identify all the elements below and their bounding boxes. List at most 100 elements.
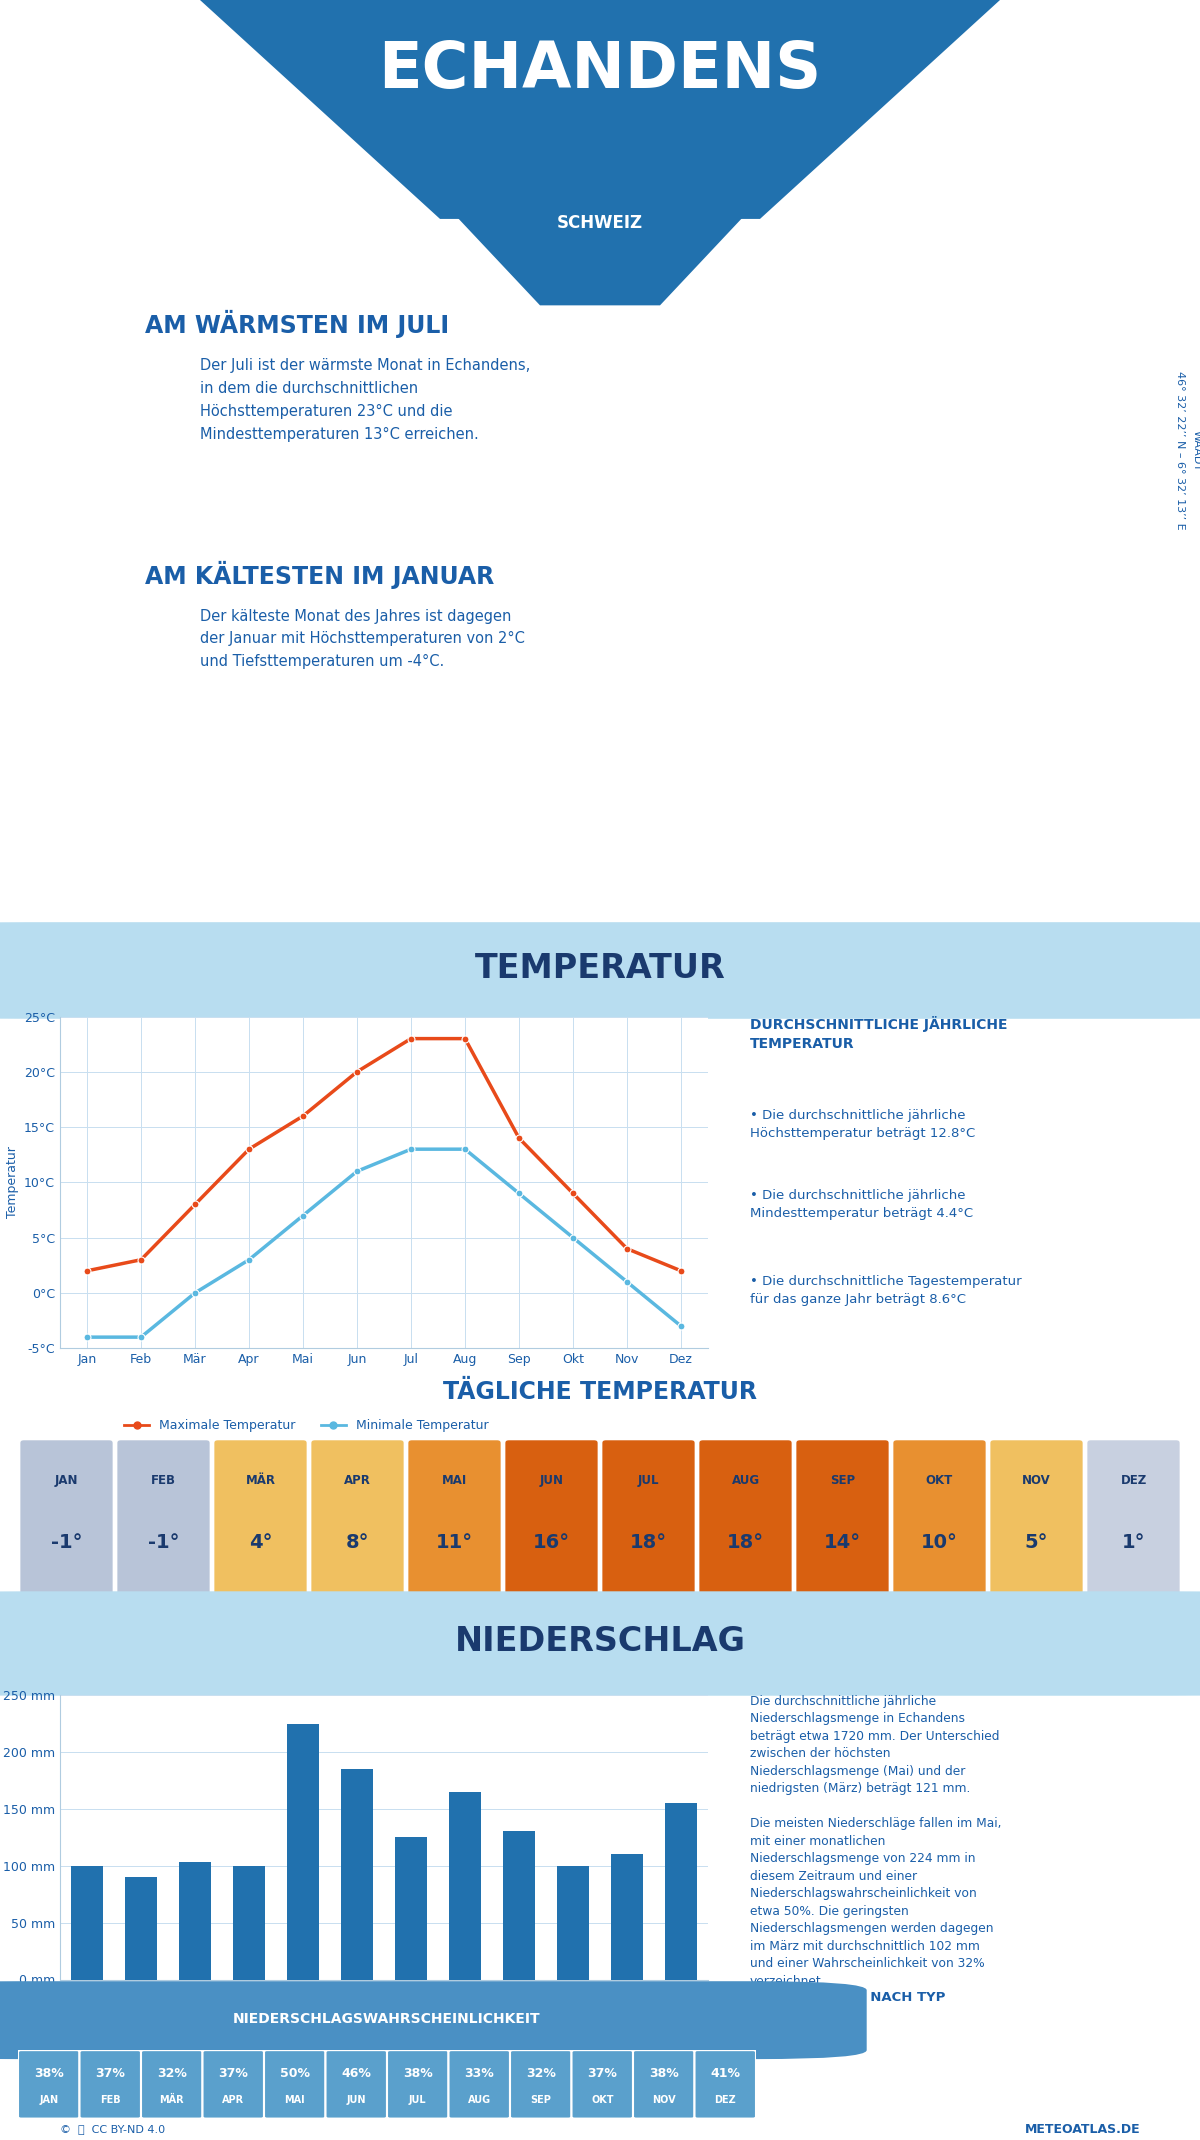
Text: 11°: 11°: [436, 1532, 473, 1552]
Text: Der kälteste Monat des Jahres ist dagegen
der Januar mit Höchsttemperaturen von : Der kälteste Monat des Jahres ist dagege…: [200, 608, 524, 670]
FancyBboxPatch shape: [407, 1438, 502, 1601]
Text: SCHWEIZ: SCHWEIZ: [557, 214, 643, 231]
Text: 8°: 8°: [346, 1532, 370, 1552]
FancyBboxPatch shape: [695, 2050, 756, 2119]
Text: AUG: AUG: [732, 1474, 760, 1487]
Text: AM KÄLTESTEN IM JANUAR: AM KÄLTESTEN IM JANUAR: [145, 561, 494, 589]
FancyBboxPatch shape: [510, 2050, 571, 2119]
Bar: [71, 1866, 103, 1980]
Text: 50%: 50%: [280, 2067, 310, 2080]
Text: JUN: JUN: [540, 1474, 564, 1487]
Bar: [179, 1862, 211, 1980]
Legend: Niederschlagssumme: Niederschlagssumme: [113, 2037, 293, 2061]
FancyBboxPatch shape: [116, 1438, 211, 1601]
FancyBboxPatch shape: [19, 1438, 114, 1601]
FancyBboxPatch shape: [0, 1592, 1200, 1695]
Text: SEP: SEP: [830, 1474, 856, 1487]
Text: • Die durchschnittliche Tagestemperatur
für das ganze Jahr beträgt 8.6°C: • Die durchschnittliche Tagestemperatur …: [750, 1275, 1021, 1305]
Bar: [395, 1836, 427, 1980]
Text: FEB: FEB: [151, 1474, 176, 1487]
Text: Der Juli ist der wärmste Monat in Echandens,
in dem die durchschnittlichen
Höchs: Der Juli ist der wärmste Monat in Echand…: [200, 357, 530, 441]
Text: JUN: JUN: [347, 2095, 366, 2106]
Text: NOV: NOV: [1022, 1474, 1051, 1487]
Text: 41%: 41%: [710, 2067, 740, 2080]
Legend: Maximale Temperatur, Minimale Temperatur: Maximale Temperatur, Minimale Temperatur: [119, 1415, 493, 1438]
Text: -1°: -1°: [148, 1532, 179, 1552]
FancyBboxPatch shape: [601, 1438, 696, 1601]
FancyBboxPatch shape: [892, 1438, 988, 1601]
Text: TÄGLICHE TEMPERATUR: TÄGLICHE TEMPERATUR: [443, 1380, 757, 1404]
Text: Die durchschnittliche jährliche
Niederschlagsmenge in Echandens
beträgt etwa 172: Die durchschnittliche jährliche Niedersc…: [750, 1695, 1002, 1988]
Text: 32%: 32%: [157, 2067, 187, 2080]
Bar: [611, 1853, 643, 1980]
Text: 38%: 38%: [649, 2067, 679, 2080]
FancyBboxPatch shape: [264, 2050, 325, 2119]
FancyBboxPatch shape: [449, 2050, 510, 2119]
Text: 4°: 4°: [248, 1532, 272, 1552]
FancyBboxPatch shape: [504, 1438, 599, 1601]
Text: ©  ⓘ  CC BY-ND 4.0: © ⓘ CC BY-ND 4.0: [60, 2125, 166, 2134]
Text: DURCHSCHNITTLICHE JÄHRLICHE
TEMPERATUR: DURCHSCHNITTLICHE JÄHRLICHE TEMPERATUR: [750, 1016, 1008, 1051]
FancyBboxPatch shape: [698, 1438, 793, 1601]
Text: 38%: 38%: [403, 2067, 433, 2080]
Text: MAI: MAI: [284, 2095, 305, 2106]
Y-axis label: Temperatur: Temperatur: [6, 1147, 18, 1218]
Text: FEB: FEB: [100, 2095, 120, 2106]
Text: JUL: JUL: [409, 2095, 426, 2106]
Text: METEOATLAS.DE: METEOATLAS.DE: [1025, 2123, 1140, 2136]
Text: TEMPERATUR: TEMPERATUR: [475, 952, 725, 984]
Text: 38%: 38%: [34, 2067, 64, 2080]
Bar: [503, 1832, 535, 1980]
Text: APR: APR: [344, 1474, 371, 1487]
FancyBboxPatch shape: [212, 1438, 308, 1601]
Text: 14°: 14°: [824, 1532, 862, 1552]
Text: 18°: 18°: [727, 1532, 764, 1552]
Text: • Die durchschnittliche jährliche
Höchsttemperatur beträgt 12.8°C: • Die durchschnittliche jährliche Höchst…: [750, 1109, 976, 1141]
Text: AM WÄRMSTEN IM JULI: AM WÄRMSTEN IM JULI: [145, 310, 449, 338]
Bar: [341, 1770, 373, 1980]
Text: JAN: JAN: [55, 1474, 78, 1487]
Text: MÄR: MÄR: [160, 2095, 184, 2106]
Text: -1°: -1°: [50, 1532, 83, 1552]
FancyBboxPatch shape: [142, 2050, 203, 2119]
FancyBboxPatch shape: [0, 1982, 866, 2059]
Text: 10°: 10°: [922, 1532, 958, 1552]
Text: 37%: 37%: [218, 2067, 248, 2080]
Text: 1°: 1°: [1122, 1532, 1145, 1552]
FancyBboxPatch shape: [18, 2050, 79, 2119]
Text: NIEDERSCHLAG NACH TYP: NIEDERSCHLAG NACH TYP: [750, 1990, 946, 2003]
FancyBboxPatch shape: [79, 2050, 142, 2119]
Bar: [557, 1866, 589, 1980]
Bar: [125, 1877, 157, 1980]
Text: 37%: 37%: [587, 2067, 617, 2080]
FancyBboxPatch shape: [325, 2050, 386, 2119]
Text: JUL: JUL: [637, 1474, 659, 1487]
Text: 18°: 18°: [630, 1532, 667, 1552]
Bar: [233, 1866, 265, 1980]
Text: OKT: OKT: [926, 1474, 953, 1487]
Text: ECHANDENS: ECHANDENS: [378, 39, 822, 101]
FancyBboxPatch shape: [310, 1438, 406, 1601]
FancyBboxPatch shape: [386, 2050, 449, 2119]
FancyBboxPatch shape: [989, 1438, 1084, 1601]
Text: APR: APR: [222, 2095, 245, 2106]
Text: NOV: NOV: [652, 2095, 676, 2106]
Text: 16°: 16°: [533, 1532, 570, 1552]
Text: 46%: 46%: [341, 2067, 371, 2080]
Polygon shape: [440, 199, 760, 306]
Bar: [287, 1725, 319, 1980]
Polygon shape: [200, 0, 1000, 218]
Text: MÄR: MÄR: [246, 1474, 276, 1487]
Text: OKT: OKT: [592, 2095, 613, 2106]
FancyBboxPatch shape: [1086, 1438, 1181, 1601]
Text: AUG: AUG: [468, 2095, 491, 2106]
Text: DEZ: DEZ: [1121, 1474, 1147, 1487]
Text: NIEDERSCHLAG: NIEDERSCHLAG: [455, 1624, 745, 1658]
Text: 37%: 37%: [95, 2067, 125, 2080]
FancyBboxPatch shape: [0, 922, 1200, 1019]
Text: 5°: 5°: [1025, 1532, 1049, 1552]
FancyBboxPatch shape: [634, 2050, 695, 2119]
FancyBboxPatch shape: [794, 1438, 890, 1601]
Text: WAADT
46° 32’ 22’’ N – 6° 32’ 13’’ E: WAADT 46° 32’ 22’’ N – 6° 32’ 13’’ E: [1175, 370, 1200, 531]
Text: JAN: JAN: [40, 2095, 59, 2106]
